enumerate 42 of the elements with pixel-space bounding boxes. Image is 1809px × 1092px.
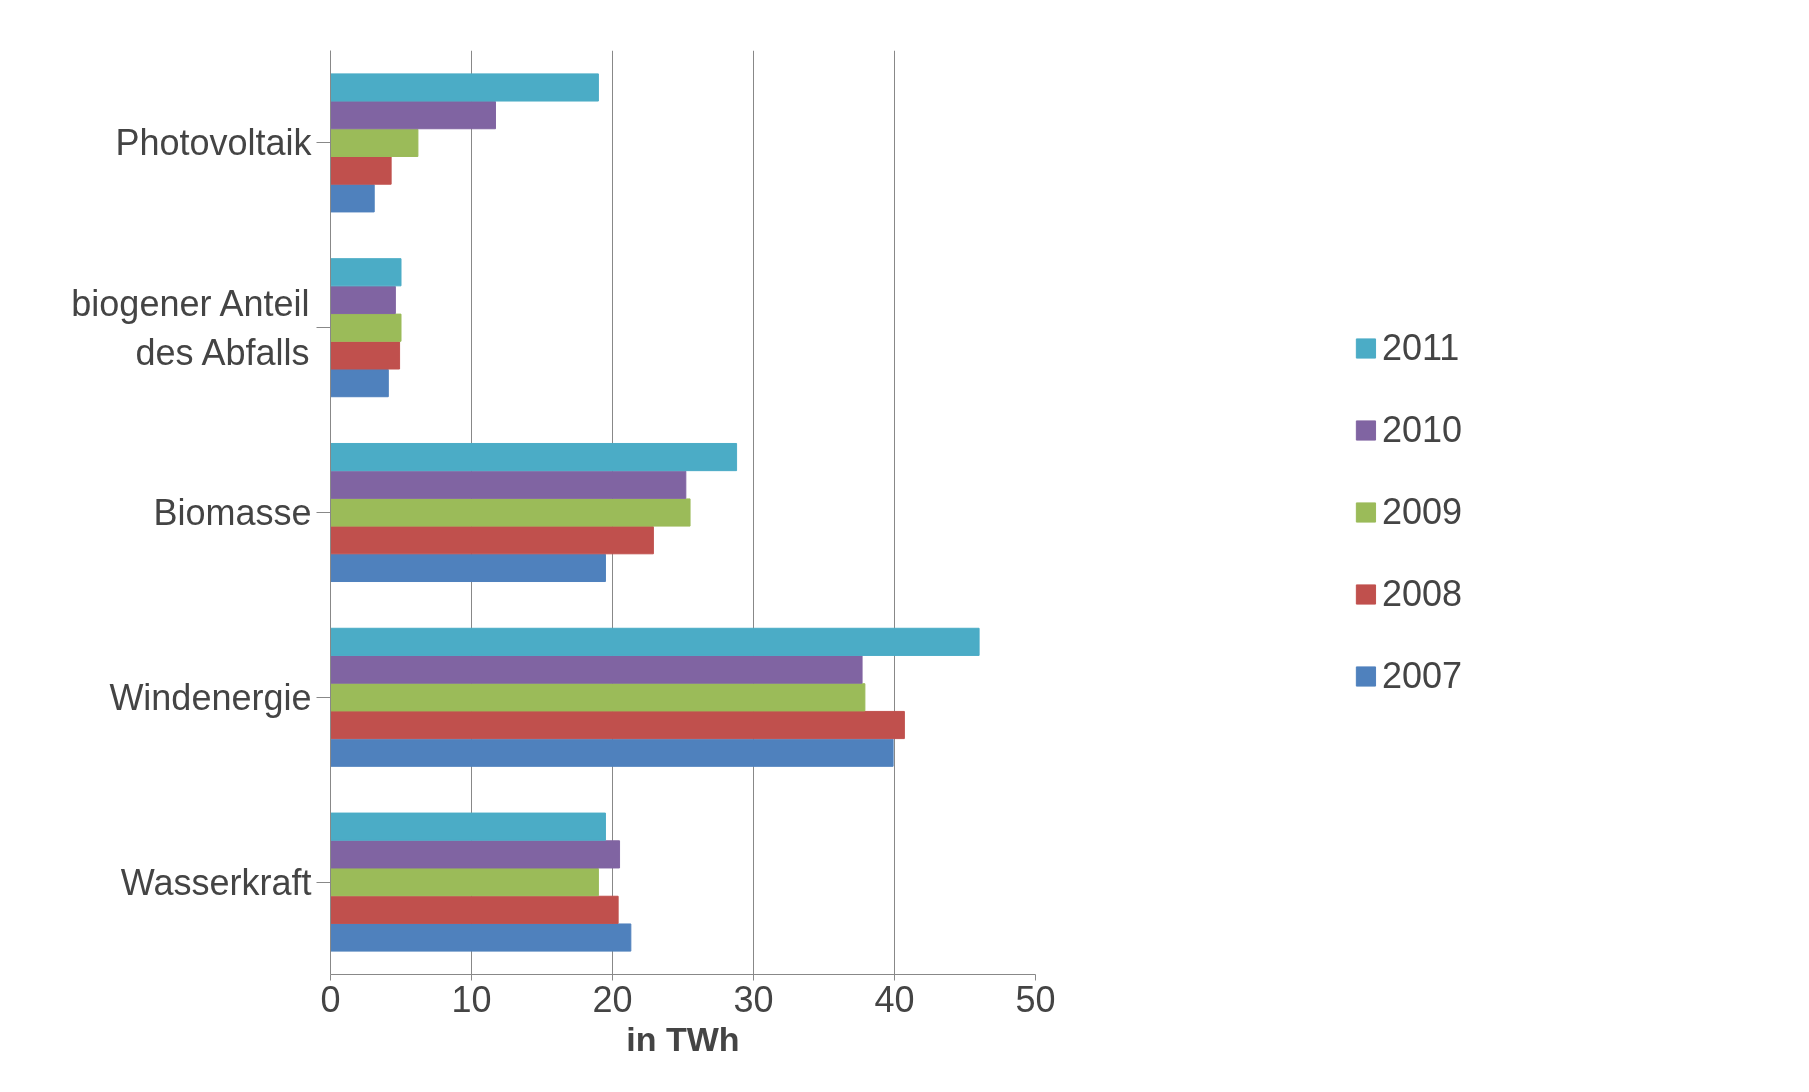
y-tick-label: Biomasse [153, 492, 312, 533]
y-tick-label: biogener Anteil des Abfalls [71, 282, 310, 373]
bar [330, 498, 691, 527]
x-tick-label: 10 [451, 978, 492, 1020]
legend-label: 2008 [1381, 573, 1463, 615]
bar [330, 868, 599, 897]
bar [330, 627, 980, 656]
bar [330, 258, 402, 287]
bar [330, 341, 401, 370]
bar [330, 683, 866, 712]
legend-label: 2011 [1381, 327, 1460, 369]
bar [330, 553, 606, 583]
bar [330, 923, 632, 952]
bar [330, 738, 894, 767]
legend-label: 2010 [1381, 409, 1463, 451]
bar [330, 128, 419, 157]
bar [330, 285, 396, 315]
legend-label: 2007 [1381, 655, 1463, 697]
x-tick-label: 30 [733, 978, 774, 1020]
x-tick-label: 50 [1015, 978, 1056, 1020]
bar [330, 840, 621, 869]
x-tick-label: 0 [320, 978, 341, 1020]
x-tick-label: 40 [874, 978, 915, 1020]
x-axis-title: in TWh [626, 1019, 740, 1058]
bar [330, 812, 606, 841]
bar [330, 895, 619, 924]
y-tick-label: Wasserkraft [120, 861, 312, 903]
bar [330, 442, 738, 472]
bar [330, 526, 654, 555]
bar [330, 369, 389, 398]
y-tick-label: Windenergie [109, 676, 312, 718]
bar [330, 156, 392, 185]
bar [330, 101, 496, 130]
legend-label: 2009 [1381, 491, 1463, 533]
bar [330, 184, 375, 213]
bar [330, 470, 687, 499]
bar [330, 313, 402, 342]
bar [330, 710, 905, 740]
bar [330, 655, 863, 684]
bar [330, 73, 599, 102]
y-tick-label: Photovoltaik [115, 122, 313, 164]
x-tick-label: 20 [592, 978, 633, 1020]
